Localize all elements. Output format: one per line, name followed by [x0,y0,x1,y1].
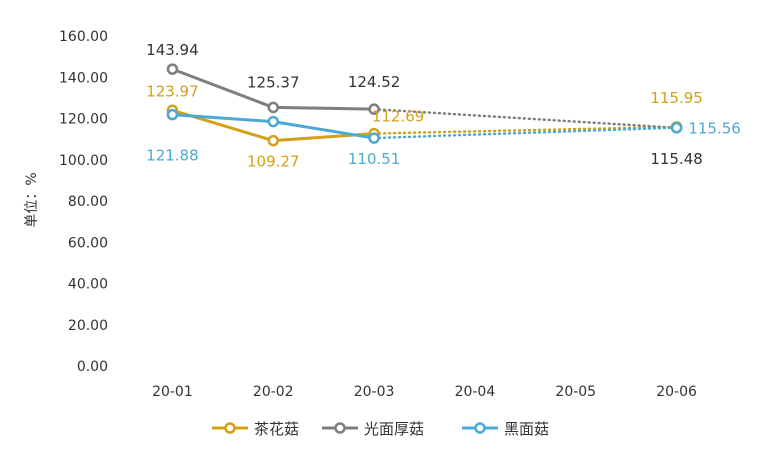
y-axis-title: 单位：% [24,172,40,227]
y-tick-label: 160.00 [59,29,108,45]
series-2-data-label: 143.94 [146,41,199,59]
series-2-point [267,101,279,114]
series-points [166,63,683,147]
x-tick-label: 20-01 [152,384,193,400]
series-3-data-label: 110.51 [348,150,401,168]
y-axis-ticks: 0.00 20.00 40.00 60.00 80.00 100.00 120.00 140.… [59,29,108,375]
legend-marker-swatch [334,422,346,434]
legend-label: 光面厚菇 [364,420,424,438]
legend-label: 黑面菇 [504,420,549,438]
y-tick-label: 20.00 [68,318,108,334]
series-1-point [267,134,279,147]
series-1-data-label: 112.69 [372,108,425,126]
series-3-point [670,121,683,134]
y-tick-label: 140.00 [59,70,108,86]
series-3-point [368,132,380,144]
series-2-projection-line [372,107,678,130]
y-tick-label: 100.00 [59,153,108,169]
legend-item-series-1[interactable]: 茶花菇 [212,420,299,438]
series-2-data-label: 115.48 [650,150,703,168]
series-1-data-label: 123.97 [146,82,199,100]
series-lines [170,67,678,143]
series-2-line-segment [170,67,275,109]
legend: 茶花菇 光面厚菇 黑面菇 [212,420,549,438]
series-1-data-label: 109.27 [247,153,300,171]
series-2-data-label: 125.37 [247,73,300,91]
legend-item-series-2[interactable]: 光面厚菇 [322,420,424,438]
series-3-projection-line [372,126,678,140]
legend-marker-swatch [224,422,236,434]
series-1-projection-line [372,125,678,135]
y-axis-title-group: 单位：% [24,172,40,227]
series-1-data-label: 115.95 [650,89,703,107]
series-2-point [368,103,380,115]
series-3-data-label: 121.88 [146,147,199,165]
legend-item-series-3[interactable]: 黑面菇 [462,420,549,438]
y-tick-label: 0.00 [77,359,108,375]
x-tick-label: 20-03 [354,384,395,400]
series-2-line-segment [271,105,376,111]
y-tick-label: 120.00 [59,112,108,128]
y-tick-label: 80.00 [68,194,108,210]
series-3-data-label: 115.56 [688,120,741,138]
series-3-point [166,108,179,121]
series-3-line-segment [170,113,275,124]
x-tick-label: 20-05 [555,384,596,400]
x-tick-label: 20-06 [656,384,697,400]
legend-marker-swatch [474,422,486,434]
series-3-line-segment [271,120,376,140]
legend-label: 茶花菇 [254,420,299,438]
x-tick-label: 20-04 [455,384,496,400]
y-tick-label: 60.00 [68,235,108,251]
x-tick-label: 20-02 [253,384,294,400]
data-labels: 123.97 109.27 112.69 115.95 143.94 125.37 124.… [146,41,741,171]
y-tick-label: 40.00 [68,277,108,293]
series-3-point [267,115,279,128]
x-axis-ticks: 20-01 20-02 20-03 20-04 20-05 20-06 [152,384,697,400]
series-2-data-label: 124.52 [348,73,401,91]
series-2-point [166,63,179,75]
